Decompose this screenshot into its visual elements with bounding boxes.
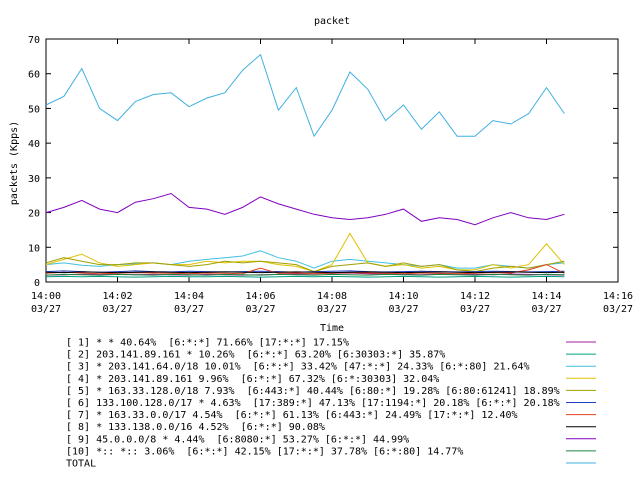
y-axis-ticks: 0 10 20 30 40 50 60 70 (28, 35, 618, 289)
x-tick-time: 14:08 (317, 291, 347, 302)
x-tick-date: 03/27 (317, 304, 347, 315)
y-tick-label: 70 (28, 35, 40, 46)
legend-entry-label: [ 6] 133.100.128.0/17 * 4.63% [17:389:*]… (66, 398, 560, 409)
series-line-3 (45, 250, 565, 269)
x-tick-time: 14:06 (245, 291, 275, 302)
x-tick-time: 14:10 (388, 291, 418, 302)
x-tick-date: 03/27 (102, 304, 132, 315)
series-line-9 (45, 192, 565, 226)
x-tick-date: 03/27 (245, 304, 275, 315)
legend-entry-label: [ 3] * 203.141.64.0/18 10.01% [6:*:*] 33… (66, 362, 530, 373)
legend-entry-label: [ 9] 45.0.0.0/8 * 4.44% [6:8080:*] 53.27… (66, 434, 409, 445)
series-line-2 (45, 275, 565, 278)
series-line-11 (45, 53, 565, 138)
legend-entry-label: [ 7] * 163.33.0.0/17 4.54% [6:*:*] 61.13… (66, 410, 518, 421)
plot-border (45, 38, 619, 283)
x-axis-ticks: 14:00 03/27 14:02 03/27 14:04 03/27 14:06 03/27… (31, 39, 633, 315)
y-tick-label: 40 (28, 139, 40, 150)
series-line-4 (45, 232, 565, 273)
x-tick-date: 03/27 (531, 304, 561, 315)
plot-frame (45, 38, 619, 283)
series-line-10 (45, 273, 565, 276)
y-tick-label: 30 (28, 174, 40, 185)
series-line-8 (45, 271, 565, 274)
x-tick-time: 14:12 (460, 291, 490, 302)
y-tick-label: 50 (28, 104, 40, 115)
chart-title: packet (314, 16, 350, 27)
x-tick-date: 03/27 (460, 304, 490, 315)
legend: [ 1] * * 40.64% [6:*:*] 71.66% [17:*:*] … (66, 338, 596, 470)
y-tick-label: 20 (28, 209, 40, 220)
x-tick-date: 03/27 (174, 304, 204, 315)
legend-entry-label: [ 8] * 133.138.0.0/16 4.52% [6:*:*] 90.0… (66, 422, 325, 433)
legend-entry-label: [ 5] * 163.33.128.0/18 7.93% [6:443:*] 4… (66, 386, 560, 397)
legend-entry-label: [ 4] * 203.141.89.161 9.96% [6:*:*] 67.3… (66, 374, 439, 385)
legend-entry-label: [ 1] * * 40.64% [6:*:*] 71.66% [17:*:*] … (66, 338, 349, 349)
x-tick-date: 03/27 (388, 304, 418, 315)
legend-entry-label: [10] *:: *:: 3.06% [6:*:*] 42.15% [17:*:… (66, 446, 463, 457)
y-tick-label: 0 (34, 278, 40, 289)
y-tick-label: 10 (28, 243, 40, 254)
x-tick-time: 14:14 (531, 291, 561, 302)
x-tick-time: 14:04 (174, 291, 204, 302)
series-lines (45, 53, 565, 278)
x-tick-time: 14:02 (102, 291, 132, 302)
y-tick-label: 60 (28, 70, 40, 81)
x-axis-label: Time (320, 323, 344, 334)
x-tick-time: 14:00 (31, 291, 61, 302)
y-axis-label: packets (Kpps) (9, 121, 20, 205)
series-line-5 (45, 257, 565, 273)
legend-entry-label: [ 2] 203.141.89.161 * 10.26% [6:*:*] 63.… (66, 350, 445, 361)
x-tick-time: 14:16 (603, 291, 633, 302)
x-tick-date: 03/27 (31, 304, 61, 315)
x-tick-date: 03/27 (603, 304, 633, 315)
legend-entry-label: TOTAL (66, 459, 96, 470)
